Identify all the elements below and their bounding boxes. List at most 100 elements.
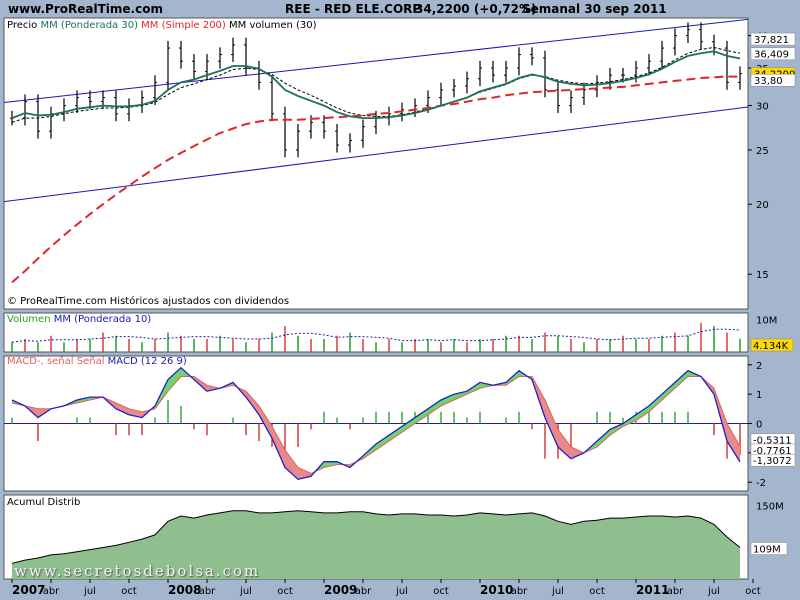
price-ytick-label: 25 [756, 146, 769, 157]
price-ytick-label: 20 [756, 200, 769, 211]
legend-volume-mm: MM (Ponderada 10) [53, 314, 152, 325]
legend-mmvol: MM volumen (30) [229, 20, 317, 31]
legend-mm200: MM (Simple 200) [141, 20, 226, 31]
macd-signal-fill [415, 408, 428, 424]
legend-volumen: Volumen [7, 314, 51, 325]
macd-value-box [750, 453, 796, 467]
legend-mm30: MM (Ponderada 30) [40, 20, 138, 31]
macd-signal-fill [168, 367, 181, 392]
mm-ponderada30-line [11, 50, 741, 119]
x-tick-label: 2010 [480, 583, 513, 597]
macd-signal-fill [246, 391, 259, 415]
macd-signal-fill [454, 391, 467, 401]
price-value-box [750, 47, 796, 60]
price-legend: Precio MM (Ponderada 30) MM (Simple 200)… [7, 20, 317, 32]
macd-legend: MACD-, señal Señal MACD (12 26 9) [7, 356, 187, 368]
x-tick-label: oct [121, 586, 137, 597]
accum-area [12, 510, 740, 579]
price-ytick-label: 30 [756, 102, 769, 113]
accum-value-label: 109M [753, 545, 781, 556]
macd-ytick-label: 1 [756, 390, 762, 401]
volume-mm-line [11, 328, 741, 343]
macd-value-label: -1,3072 [753, 456, 792, 467]
macd-signal-fill [545, 400, 558, 447]
macd-signal-fill [558, 429, 571, 459]
x-tick-label: jul [239, 586, 252, 597]
macd-value-label: -0,7761 [753, 446, 792, 457]
macd-signal-fill [389, 426, 402, 442]
macd-signal-line [11, 376, 741, 474]
macd-signal-fill [727, 423, 740, 462]
macd-ytick-label: 2 [756, 361, 762, 372]
macd-value-label: -0,5311 [753, 436, 792, 447]
macd-signal-fill [402, 417, 415, 433]
price-change: 34,2200 (+0,72%) [415, 2, 537, 16]
x-tick-label: jul [707, 586, 720, 597]
volume-value-label: 4.134K [753, 341, 789, 352]
x-tick-label: 2007 [12, 583, 45, 597]
x-tick-label: abr [667, 586, 684, 597]
price-value-box [750, 73, 796, 87]
x-tick-label: jul [551, 586, 564, 597]
macd-signal-fill [259, 405, 272, 439]
macd-signal-fill [675, 370, 688, 389]
x-tick-label: abr [43, 586, 60, 597]
mm-simple200-line [11, 75, 740, 284]
accum-ytick-label: 150M [756, 502, 784, 513]
price-value-label: 33,80 [754, 76, 783, 87]
legend-precio: Precio [7, 20, 38, 31]
volume-legend: Volumen MM (Ponderada 10) [7, 314, 151, 326]
macd-signal-fill [662, 382, 675, 401]
period-label: Semanal 30 sep 2011 [522, 2, 667, 16]
panel-0 [3, 17, 749, 310]
price-value-box [750, 32, 796, 46]
macd-signal-fill [272, 426, 285, 468]
channel-upper-line [3, 18, 749, 103]
watermark: www.secretosdebolsa.com [14, 562, 261, 580]
macd-signal-fill [441, 394, 454, 406]
x-tick-label: abr [355, 586, 372, 597]
macd-signal-fill [376, 435, 389, 450]
volume-value-box [750, 338, 794, 352]
accum-value-box [750, 542, 788, 555]
x-tick-label: 2009 [324, 583, 357, 597]
macd-signal-fill [116, 402, 129, 415]
macd-ytick-label: -2 [756, 478, 766, 489]
x-tick-label: oct [589, 586, 605, 597]
channel-lower-line [3, 106, 749, 203]
volume-ytick-label: 10M [756, 316, 777, 327]
legend-macd-signal: MACD-, señal Señal [7, 356, 105, 367]
macd-signal-fill [285, 449, 298, 480]
price-ytick-label: 15 [756, 270, 769, 281]
accum-legend: Acumul Distrib [7, 497, 81, 508]
macd-signal-fill [77, 397, 90, 403]
macd-signal-fill [610, 423, 623, 436]
x-tick-label: abr [511, 586, 528, 597]
macd-line [11, 366, 741, 481]
x-tick-label: oct [277, 586, 293, 597]
accum-line [11, 510, 741, 564]
price-value-label: 37,821 [754, 35, 789, 46]
x-tick-label: oct [745, 586, 761, 597]
legend-macd: MACD (12 26 9) [107, 356, 187, 367]
site-title[interactable]: www.ProRealTime.com [8, 2, 163, 16]
macd-ytick-label: 0 [756, 420, 762, 431]
x-tick-label: abr [199, 586, 216, 597]
x-tick-label: 2008 [168, 583, 201, 597]
macd-signal-fill [428, 400, 441, 415]
macd-signal-fill [571, 446, 584, 459]
x-tick-label: 2011 [636, 583, 669, 597]
macd-signal-fill [649, 394, 662, 412]
price-value-label: 36,409 [754, 50, 789, 61]
macd-signal-fill [298, 467, 311, 480]
macd-signal-fill [597, 429, 610, 447]
x-tick-label: jul [395, 586, 408, 597]
x-tick-label: jul [83, 586, 96, 597]
macd-signal-fill [324, 461, 337, 468]
ticker-title: REE - RED ELE.CORP [285, 2, 422, 16]
price-footnote: © ProRealTime.com Históricos ajustados c… [7, 296, 290, 307]
macd-signal-fill [129, 408, 142, 418]
macd-signal-fill [207, 385, 220, 392]
macd-signal-fill [636, 405, 649, 421]
